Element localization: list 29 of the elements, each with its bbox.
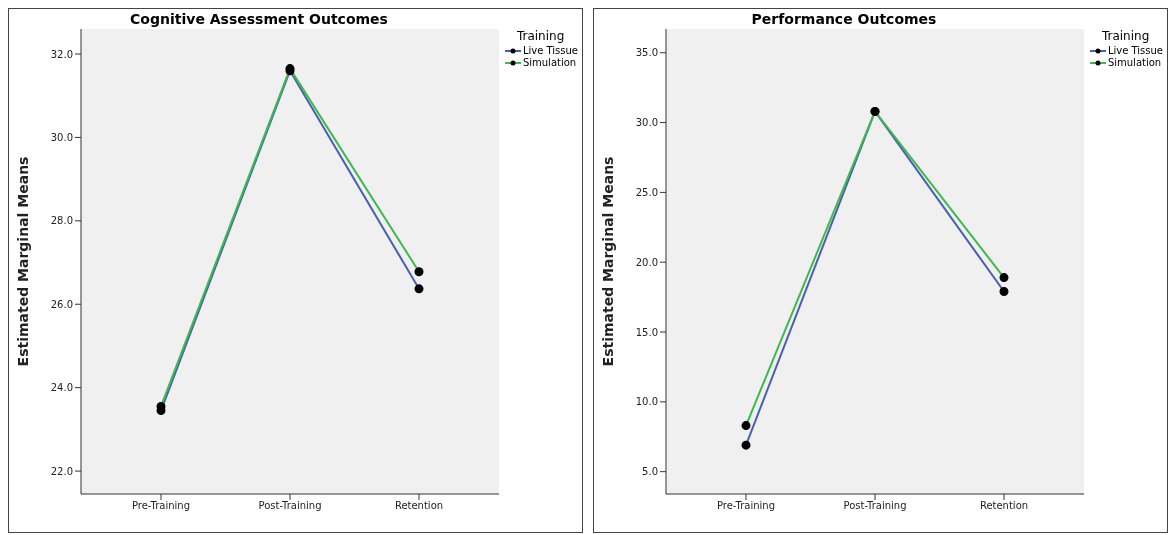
legend-label: Live Tissue	[522, 45, 578, 57]
y-tick-label: 32.0	[50, 48, 73, 60]
y-tick-label: 10.0	[635, 396, 658, 408]
y-axis-title: Estimated Marginal Means	[599, 156, 616, 367]
x-tick-label: Retention	[394, 500, 444, 512]
y-tick-label: 15.0	[635, 326, 658, 338]
x-tick-label: Retention	[979, 500, 1029, 512]
y-tick-label: 26.0	[50, 298, 73, 310]
chart-title: Performance Outcomes	[750, 11, 938, 27]
y-tick-label: 25.0	[635, 186, 658, 198]
y-tick-label: 5.0	[642, 466, 658, 478]
y-tick-label: 28.0	[50, 215, 73, 227]
y-tick-label: 22.0	[50, 465, 73, 477]
y-tick-label: 20.0	[635, 256, 658, 268]
y-axis-title: Estimated Marginal Means	[14, 156, 31, 367]
y-tick-label: 24.0	[50, 382, 73, 394]
legend-label: Simulation	[1107, 57, 1162, 69]
legend-label: Live Tissue	[1107, 45, 1163, 57]
y-tick-label: 35.0	[635, 47, 658, 59]
chart-title: Cognitive Assessment Outcomes	[129, 11, 389, 27]
y-tick-label: 30.0	[50, 131, 73, 143]
legend-label: Simulation	[522, 57, 577, 69]
legend-title: Training	[515, 29, 566, 43]
x-tick-label: Pre-Training	[131, 500, 191, 512]
x-tick-label: Post-Training	[258, 500, 322, 512]
legend-title: Training	[1100, 29, 1151, 43]
y-tick-label: 30.0	[635, 117, 658, 129]
x-tick-label: Post-Training	[843, 500, 907, 512]
x-tick-label: Pre-Training	[716, 500, 776, 512]
